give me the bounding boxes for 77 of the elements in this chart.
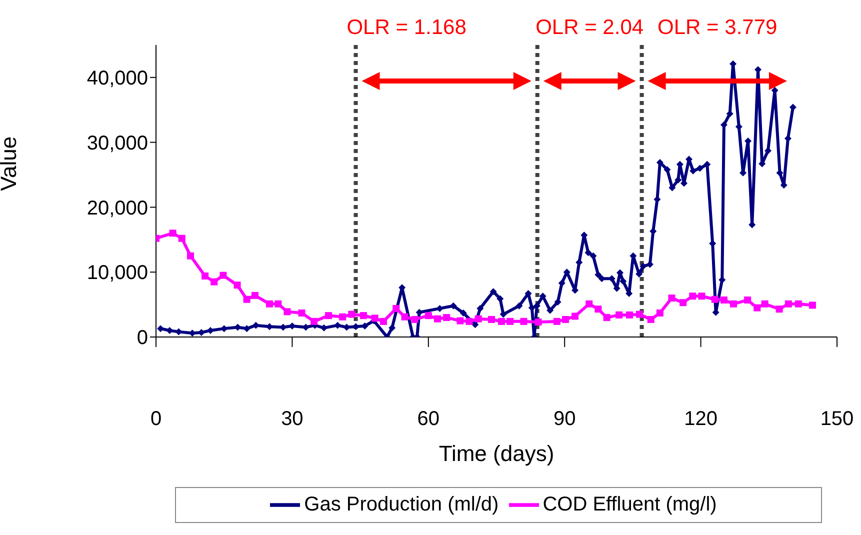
- point: [744, 296, 752, 304]
- point: [443, 314, 450, 322]
- point: [339, 313, 346, 320]
- point: [298, 309, 306, 316]
- text: OLR = 2.04: [536, 16, 644, 39]
- point: [371, 314, 378, 322]
- point: [401, 313, 408, 320]
- point: [668, 294, 676, 302]
- point: [586, 300, 593, 308]
- point: [680, 299, 687, 306]
- legend-label: Gas Production (ml/d): [304, 493, 499, 516]
- point: [360, 312, 367, 320]
- point: [202, 272, 209, 280]
- point: [220, 272, 227, 279]
- y-axis-title: Value: [0, 136, 21, 191]
- x-tick-label: 150: [820, 408, 854, 430]
- point: [720, 296, 728, 304]
- point: [392, 304, 400, 312]
- point: [553, 318, 560, 325]
- point: [698, 292, 706, 300]
- point: [562, 316, 570, 323]
- point: [274, 300, 282, 308]
- point: [243, 296, 250, 303]
- point: [689, 292, 696, 300]
- text: OLR = 3.779: [658, 16, 778, 39]
- point: [411, 316, 418, 323]
- point: [310, 318, 318, 325]
- x-tick-label: 90: [553, 408, 576, 430]
- point: [234, 282, 241, 289]
- point: [711, 296, 718, 303]
- x-tick-label: 0: [150, 408, 162, 430]
- y-tick-label: 40,000: [86, 68, 148, 90]
- point: [534, 318, 542, 326]
- y-tick-label: 30,000: [86, 132, 148, 154]
- point: [456, 317, 464, 324]
- point: [266, 300, 273, 308]
- point: [636, 310, 644, 318]
- point: [594, 306, 602, 313]
- x-tick-label: 120: [684, 408, 718, 430]
- point: [616, 311, 623, 318]
- point: [251, 292, 258, 299]
- legend-label: COD Effluent (mg/l): [542, 493, 717, 516]
- point: [808, 302, 816, 309]
- point: [498, 318, 505, 325]
- point: [626, 311, 634, 318]
- point: [187, 252, 194, 260]
- point: [434, 315, 441, 322]
- point: [784, 300, 792, 308]
- point: [325, 312, 332, 320]
- point: [210, 278, 218, 286]
- point: [506, 318, 514, 325]
- point: [520, 318, 528, 325]
- point: [647, 316, 654, 323]
- point: [776, 306, 783, 313]
- point: [348, 310, 356, 318]
- x-axis-title: Time (days): [438, 441, 554, 466]
- point: [284, 308, 291, 316]
- y-tick-label: 0: [136, 327, 148, 350]
- point: [488, 316, 496, 323]
- point: [603, 314, 610, 322]
- y-tick-label: 20,000: [86, 197, 148, 220]
- point: [424, 312, 432, 320]
- point: [474, 315, 482, 322]
- point: [169, 230, 176, 237]
- point: [754, 304, 761, 312]
- point: [466, 318, 473, 325]
- point: [572, 312, 579, 320]
- point: [730, 300, 737, 308]
- point: [380, 318, 387, 325]
- text: OLR = 1.168: [346, 16, 466, 39]
- x-tick-label: 60: [417, 408, 440, 430]
- x-tick-label: 30: [281, 408, 304, 430]
- point: [656, 309, 664, 316]
- point: [794, 300, 802, 308]
- point: [761, 300, 768, 308]
- y-tick-label: 10,000: [86, 262, 148, 284]
- point: [178, 234, 186, 242]
